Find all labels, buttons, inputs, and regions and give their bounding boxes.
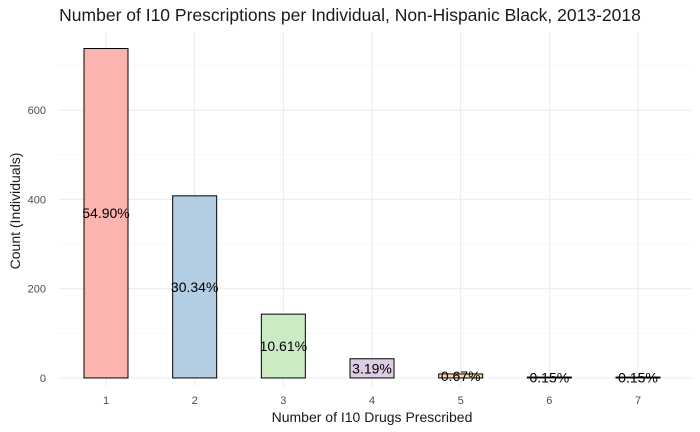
bar-value-label: 30.34% — [171, 279, 218, 295]
grid-lines — [58, 32, 692, 386]
x-axis-title: Number of I10 Drugs Prescribed — [272, 409, 473, 425]
bar-5 — [438, 373, 484, 379]
bar-value-label: 54.90% — [82, 205, 129, 221]
x-tick-label: 3 — [280, 395, 286, 407]
bars — [83, 48, 661, 379]
bar-value-label: 10.61% — [260, 338, 307, 354]
y-tick-label: 0 — [40, 373, 46, 385]
data-labels: 54.90% 30.34% 10.61% 3.19% 0.67% 0.15% 0.15% — [82, 205, 658, 385]
x-tick-label: 2 — [192, 395, 198, 407]
bar-2 — [172, 195, 218, 379]
bar-value-label: 0.15% — [529, 370, 569, 386]
bar-3 — [260, 313, 306, 379]
y-axis-title: Count (Individuals) — [7, 153, 23, 270]
x-axis-ticks: 1 2 3 4 5 6 7 — [103, 395, 641, 407]
bar-4 — [349, 358, 395, 379]
x-tick-label: 5 — [458, 395, 464, 407]
bar-value-label: 0.67% — [441, 368, 481, 384]
y-tick-label: 600 — [28, 105, 46, 117]
bar-6 — [526, 376, 572, 379]
x-tick-label: 1 — [103, 395, 109, 407]
y-tick-label: 400 — [28, 194, 46, 206]
chart-title: Number of I10 Prescriptions per Individu… — [59, 5, 641, 25]
y-tick-label: 200 — [28, 284, 46, 296]
bar-value-label: 0.15% — [618, 370, 658, 386]
x-tick-label: 6 — [546, 395, 552, 407]
bar-1 — [83, 48, 129, 379]
bar-value-label: 3.19% — [352, 360, 392, 376]
bar-7 — [615, 376, 661, 379]
x-tick-label: 7 — [635, 395, 641, 407]
y-axis-ticks: 0 200 400 600 — [28, 105, 46, 385]
x-tick-label: 4 — [369, 395, 375, 407]
